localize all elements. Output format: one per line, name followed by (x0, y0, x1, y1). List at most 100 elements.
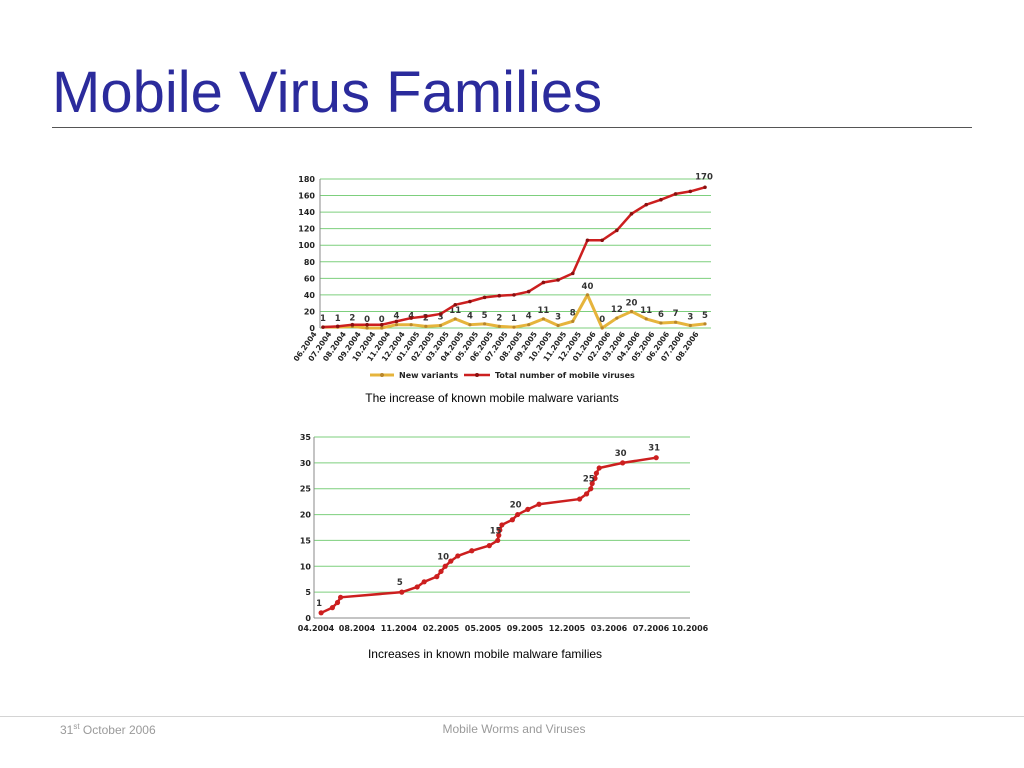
total-viruses-point (600, 238, 604, 243)
new-variants-point (659, 321, 663, 325)
families-point-label: 5 (397, 578, 403, 588)
new-variants-point (527, 323, 531, 327)
total-viruses-point (659, 197, 663, 202)
legend-new-variants-marker (380, 373, 384, 377)
families-point (438, 568, 444, 575)
total-viruses-point (321, 325, 325, 329)
families-point (442, 563, 448, 569)
new-variants-label: 1 (320, 314, 326, 324)
total-viruses-point (497, 293, 502, 298)
new-variants-point (409, 323, 413, 327)
new-variants-label: 0 (364, 315, 370, 325)
total-viruses-point (409, 316, 413, 320)
total-viruses-point (512, 293, 516, 297)
x-tick-label: 04.2004 (298, 624, 335, 633)
families-line (320, 456, 657, 614)
families-point (421, 579, 427, 585)
y-tick-label: 120 (298, 225, 315, 234)
chart1-caption: The increase of known mobile malware var… (365, 391, 619, 405)
families-point (536, 501, 542, 507)
legend-new-variants-label: New variants (399, 371, 459, 380)
new-variants-label: 1 (511, 314, 517, 324)
title-divider (52, 127, 972, 128)
legend-total-label: Total number of mobile viruses (495, 371, 635, 380)
y-tick-label: 60 (304, 274, 316, 283)
new-variants-point (497, 324, 501, 328)
y-tick-label: 20 (300, 511, 312, 520)
new-variants-point (380, 326, 384, 330)
families-point (525, 506, 531, 512)
new-variants-label: 3 (438, 313, 444, 323)
families-point-label: 15 (490, 526, 502, 536)
new-variants-label: 2 (496, 313, 502, 323)
families-point (577, 496, 583, 502)
total-viruses-end-label: 170 (695, 172, 713, 182)
total-viruses-point (365, 322, 369, 327)
families-point (592, 475, 598, 481)
total-viruses-point (703, 185, 707, 190)
new-variants-point (424, 324, 428, 328)
chart2-caption: Increases in known mobile malware famili… (367, 647, 603, 661)
new-variants-point (644, 317, 648, 321)
total-viruses-point (541, 280, 546, 285)
new-variants-label: 3 (555, 313, 561, 323)
families-point (653, 455, 659, 461)
families-point-label: 31 (648, 444, 660, 454)
new-variants-label: 11 (449, 306, 461, 316)
total-viruses-point (556, 278, 560, 282)
families-point (584, 491, 590, 497)
y-tick-label: 40 (304, 291, 316, 300)
families-point (469, 548, 475, 554)
total-viruses-point (570, 271, 575, 276)
new-variants-label: 20 (626, 298, 638, 308)
new-variants-label: 12 (611, 305, 623, 315)
new-variants-point (483, 322, 487, 326)
y-tick-label: 15 (300, 536, 312, 545)
new-variants-label: 1 (335, 314, 341, 324)
families-point-label: 10 (437, 552, 449, 562)
new-variants-label: 8 (570, 308, 576, 318)
families-point (499, 522, 505, 528)
families-point (318, 610, 324, 616)
families-point (329, 605, 335, 611)
y-tick-label: 5 (305, 588, 311, 597)
footer-topic: Mobile Worms and Viruses (442, 722, 586, 736)
families-point (448, 558, 454, 564)
new-variants-label: 11 (537, 306, 549, 316)
families-point (495, 537, 501, 544)
slide-title: Mobile Virus Families (52, 60, 603, 125)
footer-date-rest: October 2006 (79, 723, 156, 737)
new-variants-label: 11 (640, 306, 652, 316)
variants-line-chart: 02040608010012014016018006.200407.200408… (292, 172, 713, 380)
families-point (399, 589, 405, 595)
new-variants-point (571, 319, 575, 323)
families-point (496, 532, 502, 538)
x-tick-label: 05.2005 (465, 624, 502, 633)
new-variants-point (629, 309, 634, 314)
families-point (434, 574, 440, 580)
total-viruses-point (688, 189, 693, 194)
families-point (620, 460, 626, 466)
new-variants-point (438, 323, 443, 328)
x-tick-label: 09.2005 (507, 624, 544, 633)
total-viruses-point (482, 295, 487, 300)
new-variants-point (556, 323, 560, 328)
new-variants-label: 4 (394, 312, 400, 322)
total-viruses-point (335, 324, 340, 329)
families-point (588, 486, 594, 492)
y-tick-label: 10 (300, 562, 312, 571)
new-variants-label: 0 (599, 315, 605, 325)
families-point (486, 543, 492, 549)
new-variants-point (703, 322, 707, 326)
total-viruses-point (526, 289, 531, 294)
families-point-label: 30 (615, 449, 627, 459)
families-point (334, 599, 341, 606)
y-tick-label: 25 (300, 485, 312, 494)
new-variants-label: 3 (687, 313, 693, 323)
new-variants-point (512, 325, 516, 329)
total-viruses-point (644, 202, 649, 207)
y-tick-label: 0 (305, 614, 311, 623)
y-tick-label: 0 (309, 324, 315, 333)
new-variants-point (600, 326, 604, 330)
families-point (509, 517, 515, 523)
